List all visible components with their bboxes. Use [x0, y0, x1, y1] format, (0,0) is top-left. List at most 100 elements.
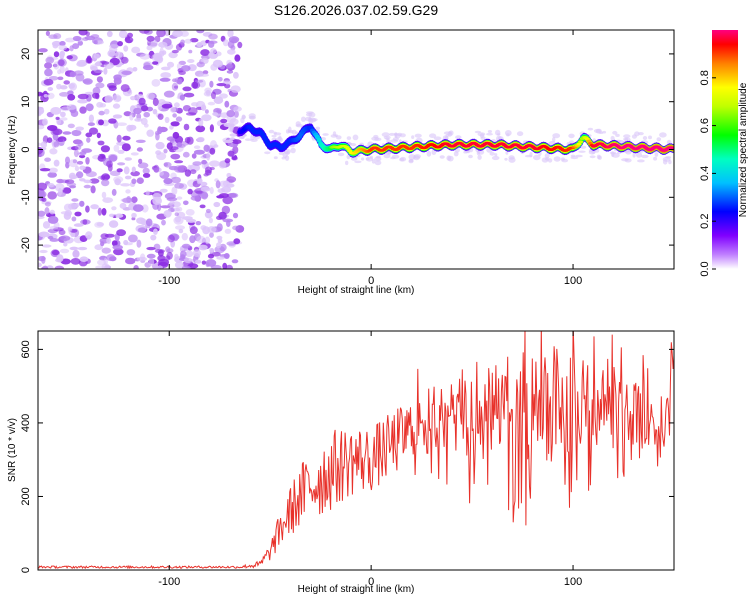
spectrogram-noise-cell [104, 95, 113, 103]
spectrogram-noise-cell [157, 113, 164, 120]
spectrogram-noise-cell [118, 30, 128, 39]
spectrogram-noise-cell [48, 34, 58, 39]
spectrogram-noise-cell [169, 125, 174, 130]
spectrogram-noise-cell [44, 62, 53, 69]
spectrogram-scatter-cell [623, 134, 631, 139]
spectrogram-noise-cell [103, 174, 111, 180]
spectrogram-noise-cell [161, 219, 166, 226]
spectrogram-noise-cell [38, 231, 50, 238]
spectrogram-noise-cell [222, 180, 230, 187]
spectrogram-scatter-cell [593, 128, 601, 133]
spectrogram-noise-cell [90, 204, 99, 210]
spectrogram-noise-cell [78, 30, 88, 36]
spectrogram-noise-cell [212, 59, 223, 68]
spectrogram-noise-cell [227, 49, 236, 55]
spectrogram-noise-cell [166, 197, 178, 202]
spectrogram-noise-cell [208, 40, 215, 48]
spectrogram-scatter-cell [390, 156, 396, 160]
spectrogram-noise-cell [182, 86, 192, 92]
spectrogram-noise-cell [204, 166, 213, 174]
spectrogram-noise-cell [53, 51, 60, 58]
spectrogram-noise-cell [68, 83, 75, 89]
spectrogram-noise-cell [59, 50, 66, 57]
spectrogram-noise-cell [204, 236, 211, 245]
spectrogram-noise-cell [189, 235, 196, 244]
spectrogram-noise-cell [209, 124, 214, 133]
spectrogram-noise-cell [98, 119, 104, 126]
spectrogram-noise-cell [139, 53, 151, 60]
spectrogram-noise-cell [155, 132, 160, 141]
spectrogram-noise-cell [185, 250, 194, 257]
spectrogram-noise-cell [112, 103, 121, 109]
spectrogram-noise-cell [195, 125, 206, 133]
spectrogram-noise-cell [161, 128, 167, 133]
spectrogram-scatter-cell [426, 150, 432, 157]
spectrogram-noise-cell [44, 68, 53, 77]
spectrogram-noise-cell [201, 191, 209, 200]
spectrogram-noise-cell [101, 208, 107, 216]
spectrogram-scatter-cell [659, 132, 667, 138]
spectrogram-noise-cell [184, 38, 192, 44]
spectrogram-noise-cell [233, 110, 239, 118]
spectrogram-scatter-cell [506, 133, 510, 137]
spectrogram-scatter-cell [288, 126, 292, 133]
spectrogram-noise-cell [223, 122, 233, 127]
spectrogram-noise-cell [142, 173, 151, 178]
spectrogram-noise-cell [87, 122, 95, 127]
spectrogram-noise-cell [173, 165, 185, 173]
spectrogram-scatter-cell [411, 135, 415, 140]
spectrogram-scatter-cell [552, 133, 561, 139]
spectrogram-noise-cell [192, 249, 201, 258]
spectrogram-scatter-cell [654, 152, 659, 157]
spectrogram-noise-cell [115, 51, 123, 58]
spectrogram-noise-cell [88, 114, 94, 123]
colorbar-tick-label: 0.4 [699, 166, 711, 181]
spectrogram-noise-cell [181, 265, 191, 269]
spectrogram-scatter-cell [439, 155, 445, 159]
spectrogram-noise-cell [136, 177, 144, 184]
spectrogram-noise-cell [127, 32, 133, 38]
spectrogram-scatter-cell [494, 153, 498, 157]
spectrogram-noise-cell [201, 104, 207, 111]
spectrogram-scatter-cell [448, 130, 454, 136]
spectrogram-noise-cell [138, 97, 146, 106]
spectrogram-noise-cell [39, 168, 51, 172]
spectrogram-noise-cell [49, 226, 59, 230]
spectrogram-noise-cell [209, 160, 220, 167]
spectrogram-noise-cell [189, 226, 198, 235]
spectrogram-noise-cell [44, 202, 51, 207]
spectrogram-noise-cell [176, 196, 183, 200]
spectrogram-noise-cell [79, 154, 86, 159]
spectrogram-scatter-cell [641, 154, 649, 159]
spectrogram-noise-cell [213, 201, 221, 208]
spectrogram-noise-cell [108, 44, 119, 49]
spectrogram-noise-cell [210, 48, 217, 54]
snr-x-tick-label: -100 [158, 576, 180, 588]
spectrogram-noise-cell [231, 139, 242, 145]
spectrogram-noise-cell [77, 40, 84, 46]
spectrogram-noise-cell [79, 106, 87, 114]
spectrogram-noise-cell [103, 108, 110, 115]
spectrogram-noise-cell [137, 227, 147, 233]
spectrogram-noise-cell [200, 49, 210, 56]
spectrogram-noise-cell [193, 149, 205, 155]
spectrogram-noise-cell [150, 234, 157, 241]
spectrogram-scatter-cell [381, 132, 390, 137]
spectrogram-noise-cell [53, 159, 60, 167]
spectrogram-noise-cell [51, 40, 62, 47]
spectrogram-noise-cell [237, 41, 243, 49]
spectrogram-noise-cell [182, 151, 190, 158]
spectrogram-scatter-cell [306, 112, 313, 117]
spectrogram-noise-cell [75, 144, 82, 151]
spectrogram-noise-cell [126, 249, 136, 256]
snr-x-tick-label: 100 [564, 576, 582, 588]
spectrogram-noise-cell [104, 233, 115, 238]
spectrogram-noise-cell [96, 101, 104, 108]
spectrogram-noise-cell [163, 178, 173, 185]
spectrogram-noise-cell [58, 44, 68, 51]
spectrogram-noise-cell [151, 79, 161, 87]
spectrogram-noise-cell [171, 176, 181, 184]
spectrogram-scatter-cell [399, 133, 406, 138]
snr-axes: -100 0 100 0 200 400 600 [20, 331, 674, 588]
spectrogram-noise-cell [42, 221, 51, 229]
